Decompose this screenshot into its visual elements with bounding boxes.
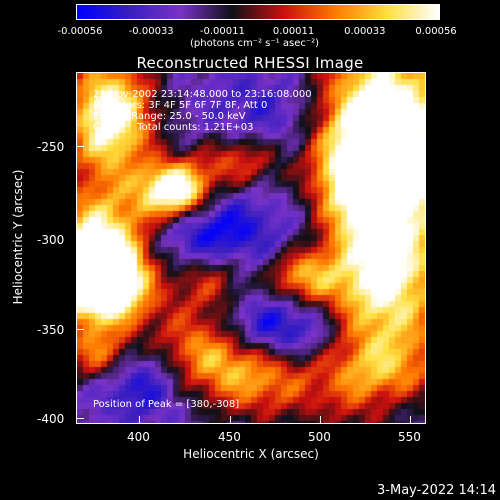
y-tick (76, 418, 84, 419)
y-tick (76, 146, 84, 147)
colorbar (76, 4, 440, 20)
y-tick-label: -250 (37, 140, 65, 154)
x-tick-label: 450 (218, 430, 241, 444)
colorbar-tick-label: 0.00056 (415, 26, 457, 37)
x-tick-label: 550 (398, 430, 421, 444)
x-tick (139, 416, 140, 424)
date-stamp: 3-May-2022 14:14 (377, 483, 496, 498)
x-tick-label: 500 (308, 430, 331, 444)
x-tick (230, 416, 231, 424)
info-peak-position: Position of Peak = [380,-308] (93, 399, 240, 410)
plot-title: Reconstructed RHESSI Image (136, 54, 364, 72)
y-tick (76, 329, 84, 330)
y-axis-title: Heliocentric Y (arcsec) (11, 169, 25, 305)
x-tick (320, 416, 321, 424)
colorbar-tick-label: 0.00033 (344, 26, 386, 37)
info-clean-counts: Clean Total counts: 1.21E+03 (93, 122, 254, 133)
y-tick (76, 239, 84, 240)
colorbar-tick-label: -0.00033 (128, 26, 174, 37)
info-detectors: Detectors: 3F 4F 5F 6F 7F 8F, Att 0 (93, 100, 268, 111)
reconstructed-image-heatmap (77, 73, 425, 423)
colorbar-units: (photons cm⁻² s⁻¹ asec⁻²) (190, 38, 320, 49)
x-tick-label: 400 (127, 430, 150, 444)
x-axis-title: Heliocentric X (arcsec) (183, 447, 319, 461)
x-tick (410, 416, 411, 424)
info-time-range: 23-Nov-2002 23:14:48.000 to 23:16:08.000 (93, 89, 312, 100)
info-energy-range: Energy Range: 25.0 - 50.0 keV (93, 111, 246, 122)
y-tick-label: -350 (37, 323, 65, 337)
image-plot-frame: 23-Nov-2002 23:14:48.000 to 23:16:08.000… (76, 72, 426, 424)
colorbar-tick-label: -0.00056 (57, 26, 103, 37)
y-tick-label: -300 (37, 233, 65, 247)
colorbar-tick-label: 0.00011 (272, 26, 315, 37)
y-tick-label: -400 (37, 412, 65, 426)
colorbar-tick-label: -0.00011 (199, 26, 245, 37)
